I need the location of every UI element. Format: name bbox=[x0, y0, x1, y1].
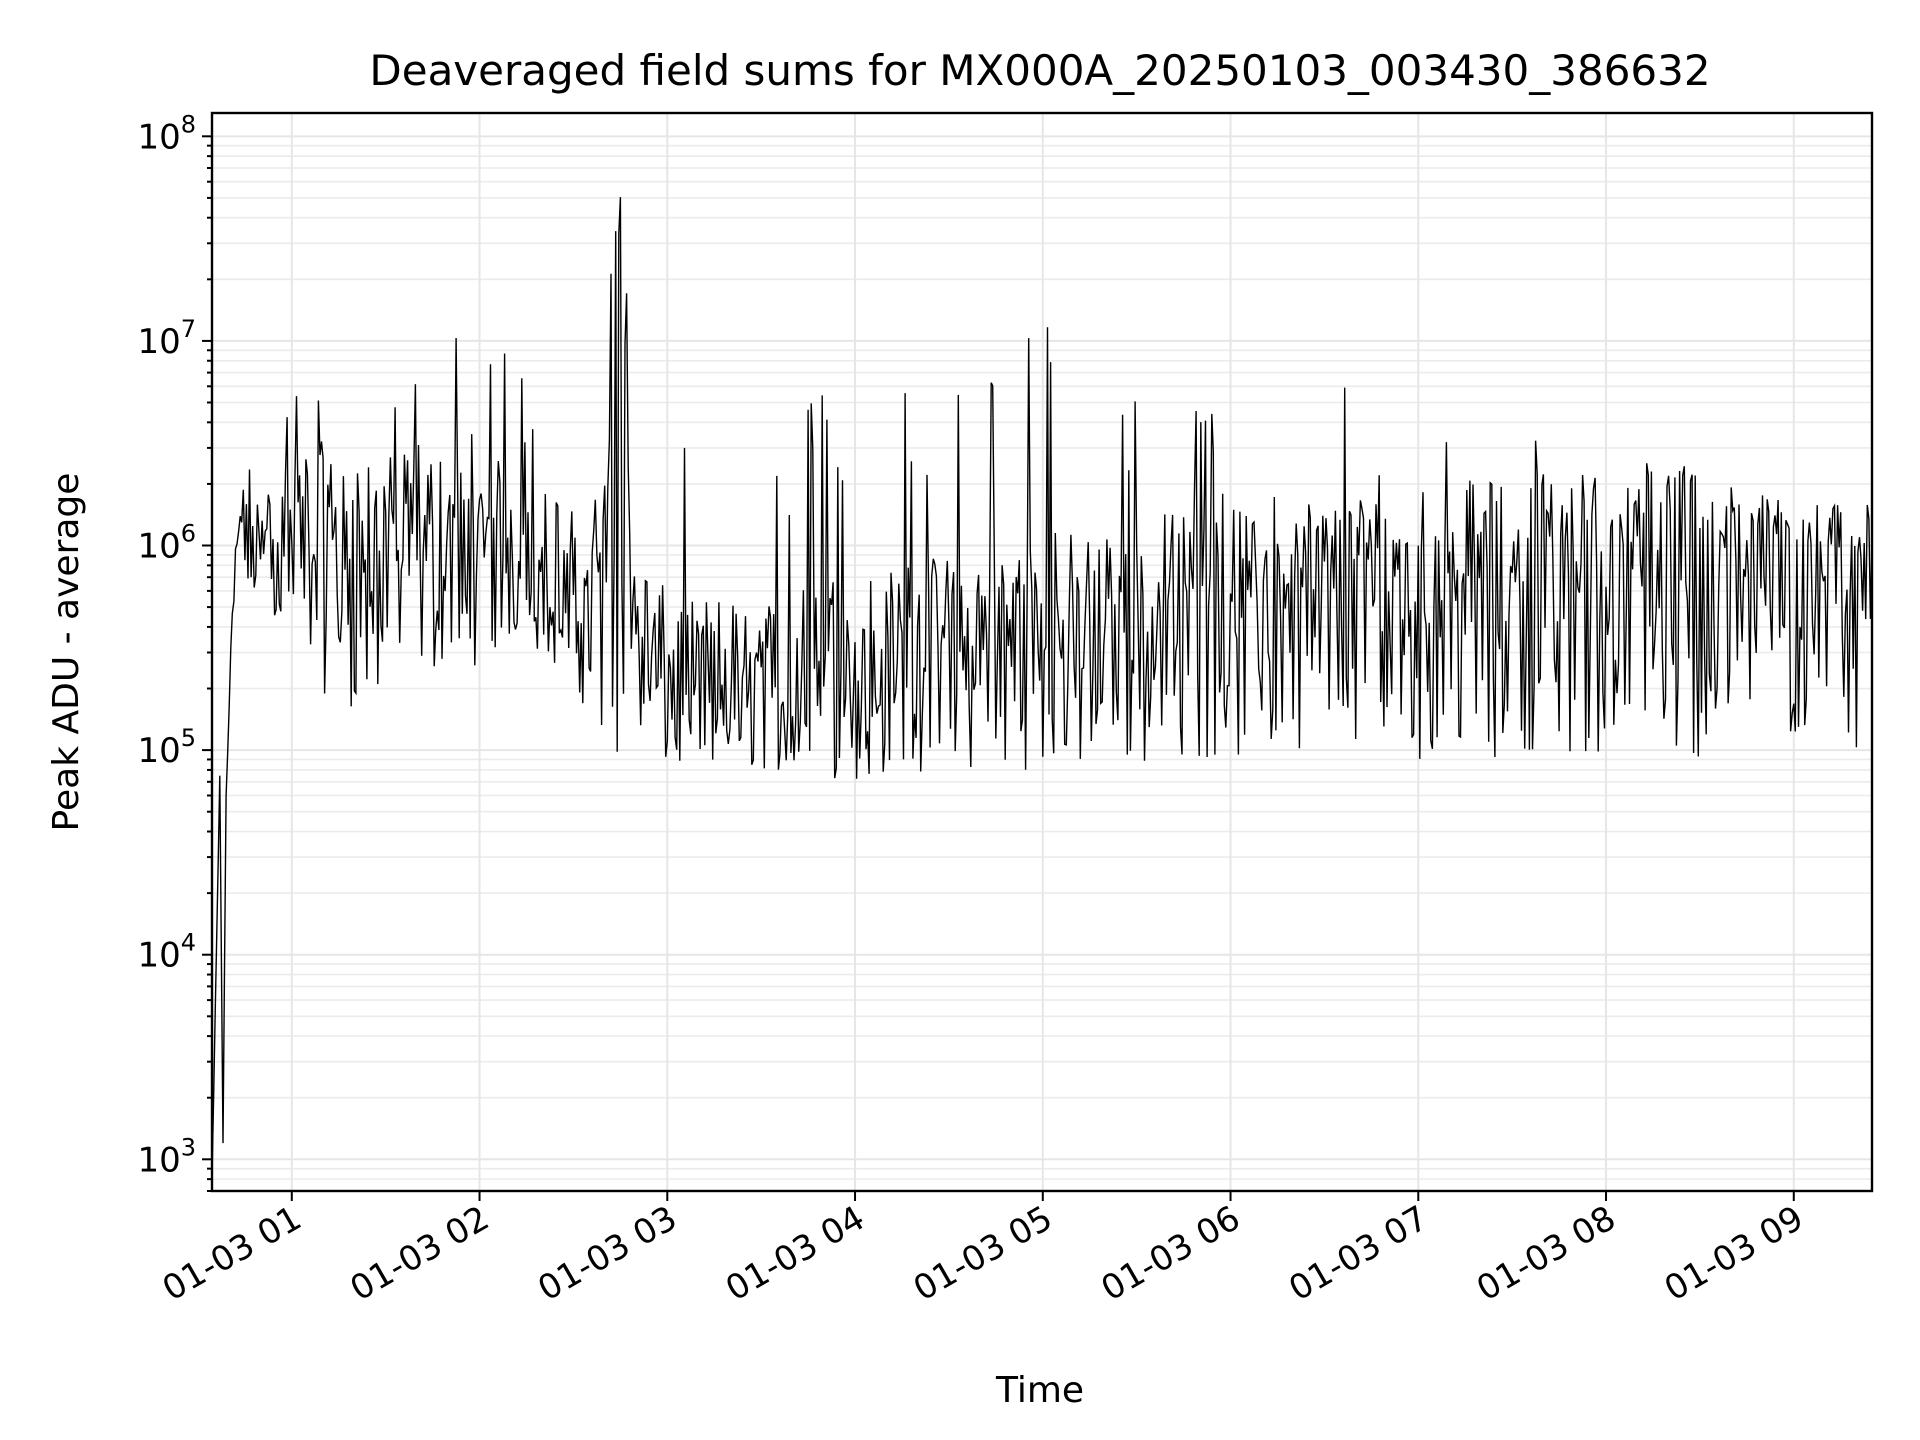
series-line bbox=[211, 197, 1873, 1180]
chart-title: Deaveraged field sums for MX000A_2025010… bbox=[369, 46, 1710, 95]
y-tick-label: 103 bbox=[137, 1133, 196, 1180]
y-tick-label: 107 bbox=[137, 315, 196, 362]
y-tick-label: 106 bbox=[137, 520, 196, 567]
y-tick-label: 104 bbox=[137, 929, 196, 976]
grid-layer bbox=[212, 113, 1872, 1192]
y-tick-label: 108 bbox=[137, 110, 196, 157]
series-layer bbox=[211, 197, 1873, 1180]
y-axis-label: Peak ADU - average bbox=[46, 473, 87, 832]
y-tick-label: 105 bbox=[137, 724, 196, 771]
x-axis-label: Time bbox=[995, 1370, 1084, 1411]
